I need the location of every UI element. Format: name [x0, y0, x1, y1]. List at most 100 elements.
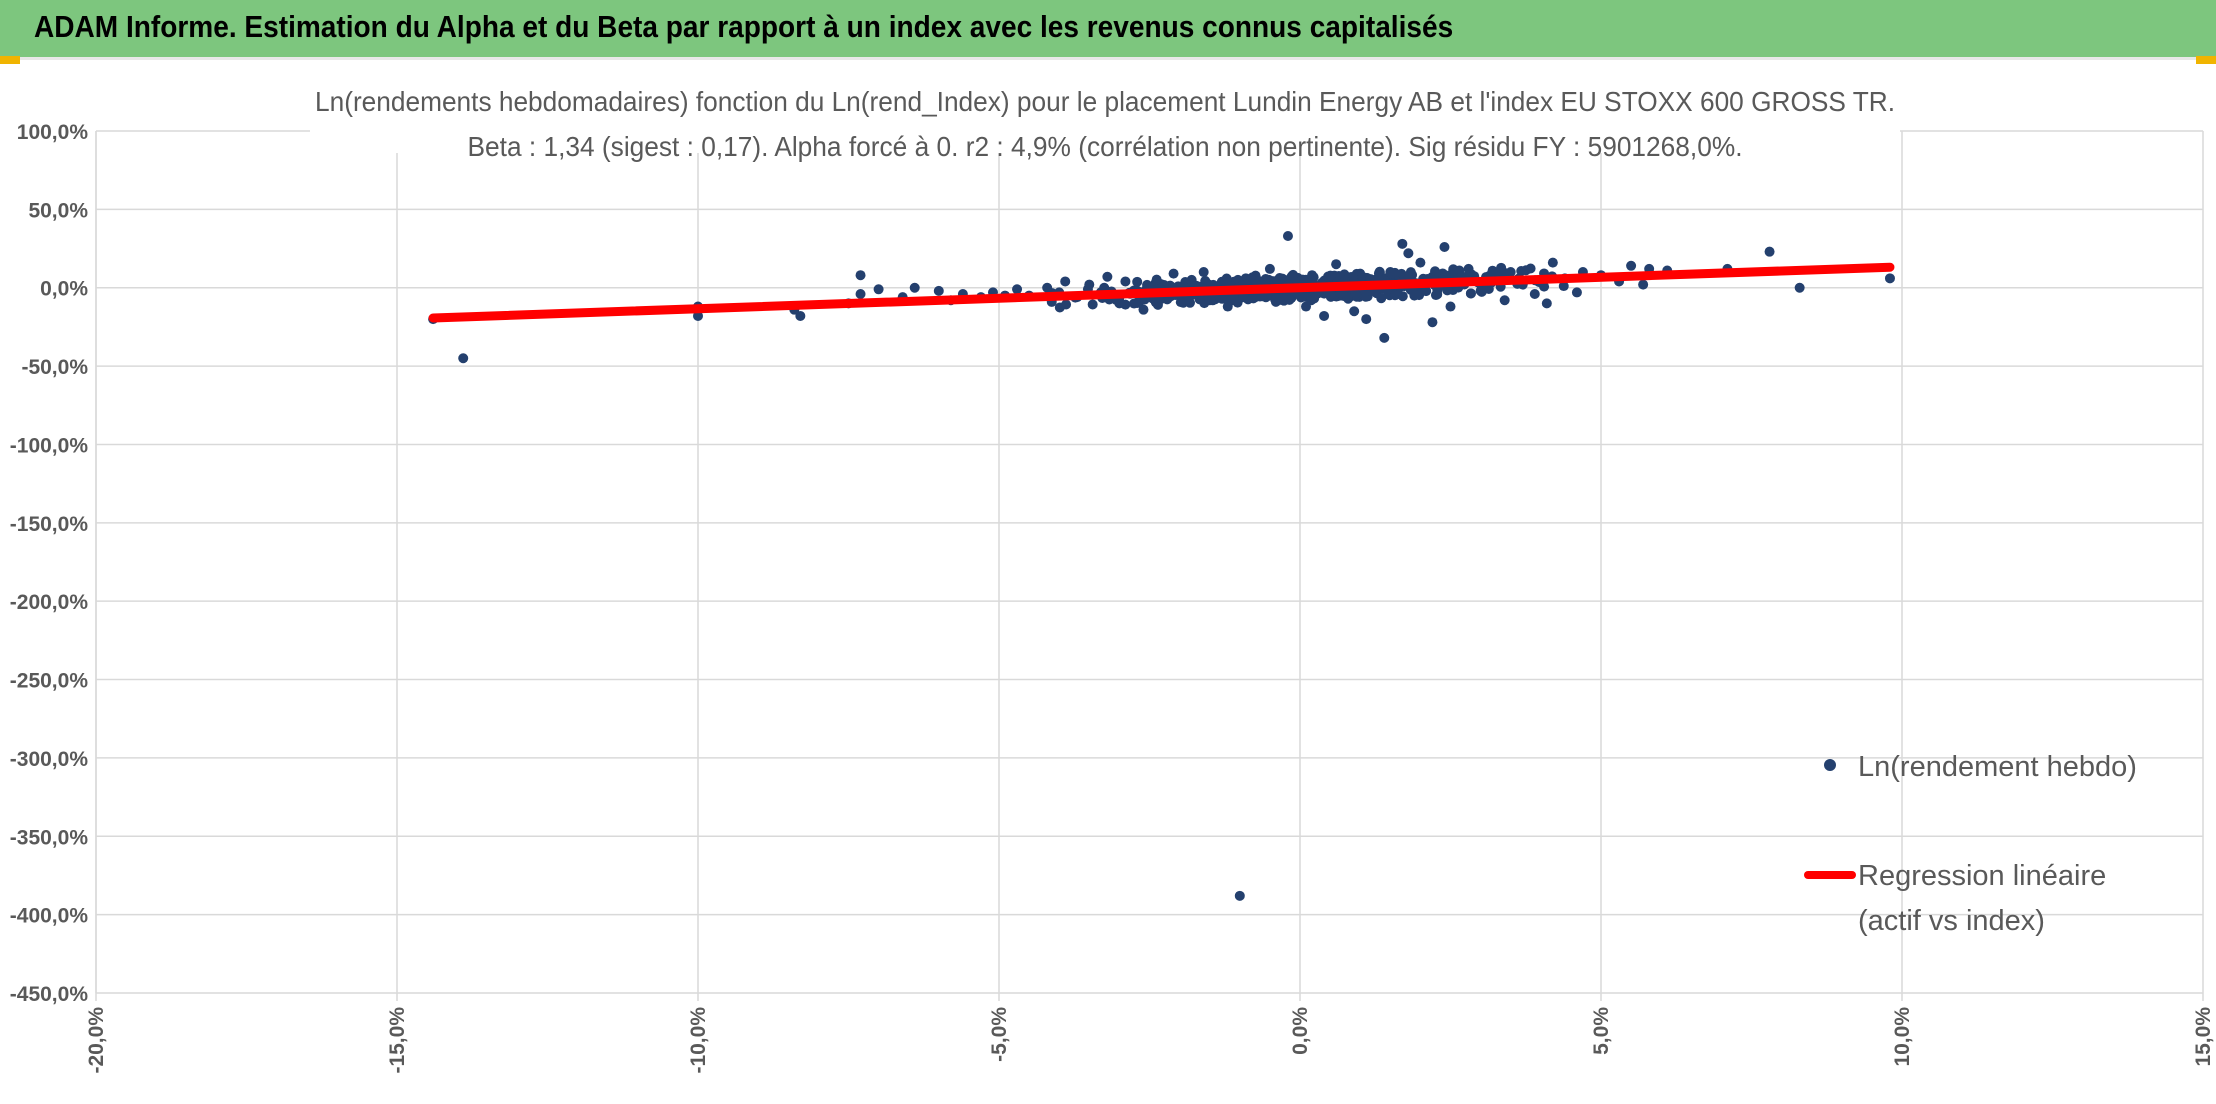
data-point	[1325, 270, 1336, 281]
y-tick-label: -350,0%	[10, 826, 89, 849]
data-point	[1087, 299, 1098, 310]
data-point	[1379, 332, 1390, 343]
y-tick-label: -250,0%	[10, 670, 89, 693]
x-tick-label: 0,0%	[1289, 1007, 1312, 1055]
regression-line-path	[428, 262, 1895, 323]
y-tick-label: 0,0%	[40, 278, 88, 301]
data-point	[1397, 238, 1408, 249]
data-point	[1390, 290, 1401, 301]
chart-area: -20,0% -15,0% -10,0% -5,0% 0,0% 5,0% 10,0% 15,0…	[0, 63, 2216, 1104]
data-point	[1397, 291, 1408, 302]
x-tick-label: 15,0%	[2192, 1007, 2215, 1067]
data-point	[1442, 285, 1453, 296]
chart-title-background	[310, 65, 1900, 153]
data-point	[1120, 299, 1131, 310]
data-point	[855, 288, 866, 299]
data-point	[1529, 288, 1540, 299]
data-point	[1541, 298, 1552, 309]
data-point	[795, 310, 806, 321]
data-point	[1558, 281, 1569, 292]
data-point	[1439, 241, 1450, 252]
data-point	[1102, 271, 1113, 282]
data-point	[1272, 275, 1283, 286]
data-point	[1496, 262, 1507, 273]
data-point	[909, 282, 920, 293]
y-tick-label: -400,0%	[10, 905, 89, 928]
data-point	[873, 284, 884, 295]
data-point	[1626, 260, 1637, 271]
x-tick-label: 5,0%	[1590, 1007, 1613, 1055]
data-point	[693, 310, 703, 321]
data-point	[1638, 279, 1649, 290]
x-tick-label: -20,0%	[85, 1007, 108, 1074]
data-point	[855, 270, 866, 281]
data-point	[1547, 257, 1558, 268]
data-point	[1465, 288, 1476, 299]
x-tick-label: -10,0%	[687, 1007, 710, 1074]
data-point	[1571, 287, 1582, 298]
data-point	[1319, 310, 1330, 321]
data-point	[1445, 301, 1456, 312]
data-point	[1794, 282, 1805, 293]
data-point	[1168, 268, 1179, 279]
data-point	[1427, 317, 1438, 328]
legend-marker-scatter	[1824, 759, 1836, 771]
chart-title-line1: Ln(rendements hebdomadaires) fonction du…	[315, 86, 1895, 117]
data-point	[1198, 267, 1209, 278]
data-point	[1476, 286, 1487, 297]
data-point	[1415, 257, 1426, 268]
regression-line	[428, 262, 1895, 323]
data-point	[1499, 295, 1510, 306]
legend: Ln(rendement hebdo) Regression linéaire …	[1804, 751, 2137, 937]
data-point	[1129, 298, 1140, 309]
data-point	[1376, 293, 1387, 304]
data-point	[1120, 276, 1131, 287]
data-point	[1175, 297, 1186, 308]
data-point	[1764, 246, 1775, 257]
data-point	[1282, 231, 1293, 242]
data-point	[1132, 276, 1143, 287]
data-point	[1349, 306, 1360, 317]
data-point	[1448, 264, 1459, 275]
data-point	[1361, 314, 1372, 325]
data-point	[1884, 273, 1895, 284]
corner-marker-left	[0, 56, 20, 64]
report-title: ADAM Informe. Estimation du Alpha et du …	[34, 9, 1454, 44]
corner-marker-right	[2196, 56, 2216, 64]
y-tick-label: -150,0%	[10, 513, 89, 536]
y-tick-label: -200,0%	[10, 591, 89, 614]
legend-label-regression-line2: (actif vs index)	[1858, 905, 2045, 937]
legend-label-scatter: Ln(rendement hebdo)	[1858, 751, 2137, 783]
data-point	[1386, 268, 1397, 279]
y-tick-label: -100,0%	[10, 434, 89, 457]
data-point	[1061, 299, 1072, 310]
data-point	[1284, 294, 1295, 305]
y-tick-label: -50,0%	[21, 356, 88, 379]
y-tick-label: 100,0%	[17, 121, 89, 144]
y-axis: 100,0% 50,0% 0,0% -50,0% -100,0% -150,0% -200,…	[10, 121, 97, 1006]
data-point	[1430, 266, 1441, 277]
scatter-points	[428, 231, 1895, 901]
data-point	[1342, 292, 1353, 303]
data-point	[1060, 276, 1071, 287]
data-point	[1012, 284, 1023, 295]
data-point	[1238, 291, 1249, 302]
data-point	[1331, 259, 1342, 270]
data-point	[1184, 297, 1195, 308]
data-point	[933, 285, 944, 296]
data-point	[1225, 295, 1236, 306]
data-point	[458, 353, 469, 364]
header-banner: ADAM Informe. Estimation du Alpha et du …	[0, 0, 2216, 60]
data-point	[1151, 274, 1162, 285]
chart-title-line2: Beta : 1,34 (sigest : 0,17). Alpha forcé…	[468, 131, 1743, 162]
x-tick-label: -5,0%	[988, 1007, 1011, 1062]
y-tick-label: -300,0%	[10, 748, 89, 771]
x-axis: -20,0% -15,0% -10,0% -5,0% 0,0% 5,0% 10,0% 15,0…	[85, 993, 2215, 1074]
data-point	[1309, 293, 1320, 304]
data-point	[1403, 248, 1414, 259]
x-tick-label: 10,0%	[1891, 1007, 1914, 1067]
x-tick-label: -15,0%	[386, 1007, 409, 1074]
data-point	[1216, 276, 1227, 287]
legend-label-regression-line1: Regression linéaire	[1858, 860, 2106, 892]
data-point	[1234, 890, 1245, 901]
